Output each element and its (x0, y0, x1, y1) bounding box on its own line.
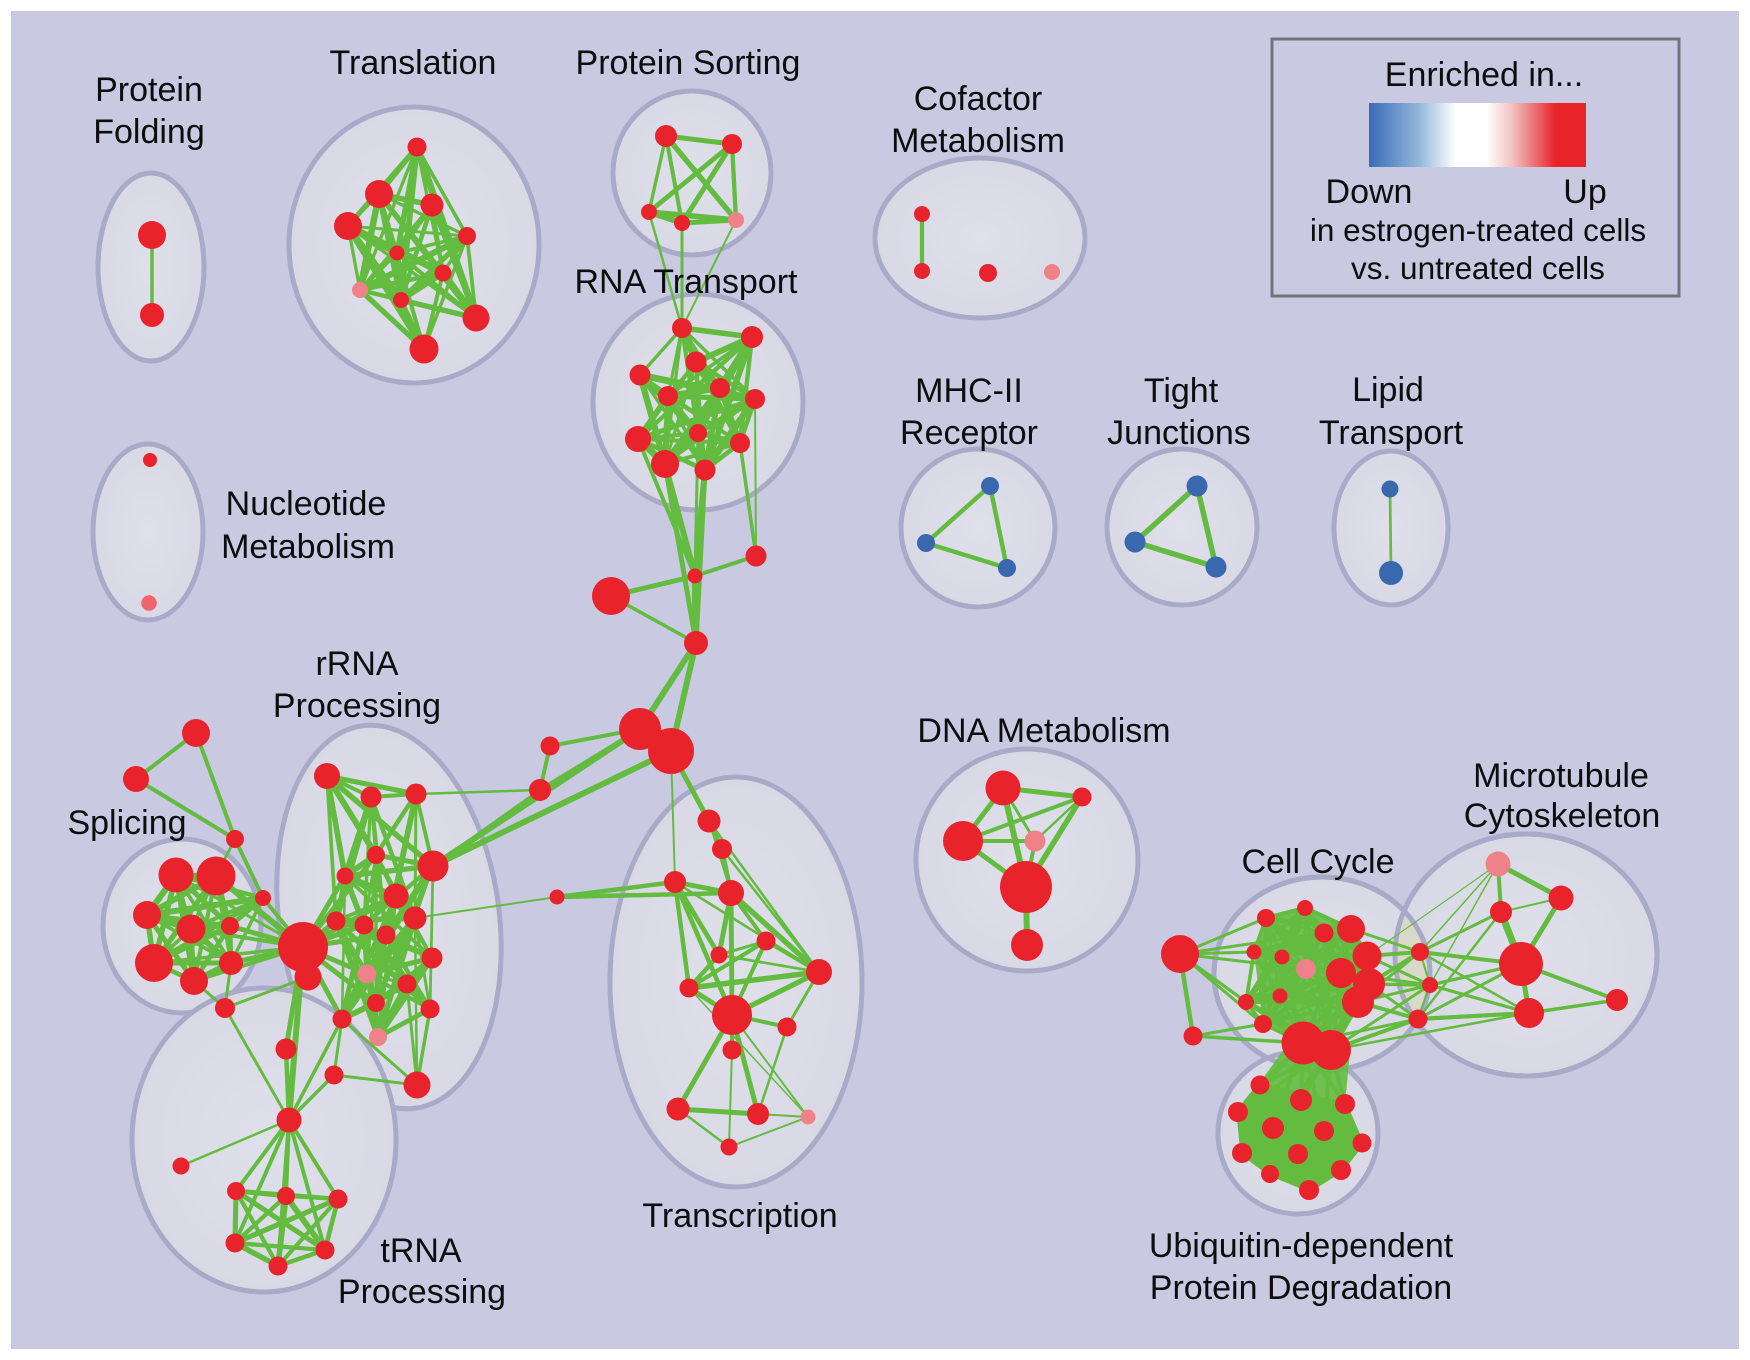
svg-text:Junctions: Junctions (1107, 414, 1251, 452)
svg-text:Cofactor: Cofactor (914, 80, 1043, 118)
svg-text:Transport: Transport (1319, 414, 1464, 452)
svg-text:Lipid: Lipid (1352, 371, 1424, 409)
svg-text:DNA Metabolism: DNA Metabolism (917, 712, 1170, 750)
svg-text:Processing: Processing (273, 687, 441, 725)
svg-text:Translation: Translation (330, 44, 497, 82)
svg-text:rRNA: rRNA (315, 645, 398, 683)
svg-text:tRNA: tRNA (380, 1232, 462, 1270)
svg-text:Metabolism: Metabolism (221, 528, 395, 566)
svg-text:in estrogen-treated cells: in estrogen-treated cells (1310, 212, 1646, 248)
svg-text:Tight: Tight (1144, 372, 1219, 410)
svg-text:Enriched in...: Enriched in... (1385, 56, 1583, 94)
svg-text:Folding: Folding (93, 113, 205, 151)
svg-text:Cell Cycle: Cell Cycle (1241, 843, 1394, 881)
svg-text:Splicing: Splicing (67, 804, 186, 842)
svg-text:Processing: Processing (338, 1273, 506, 1311)
svg-text:Nucleotide: Nucleotide (226, 485, 387, 523)
svg-text:Ubiquitin-dependent: Ubiquitin-dependent (1149, 1227, 1454, 1265)
svg-text:Receptor: Receptor (900, 414, 1038, 452)
svg-text:MHC-II: MHC-II (915, 372, 1023, 410)
svg-text:Cytoskeleton: Cytoskeleton (1464, 797, 1661, 835)
svg-text:Microtubule: Microtubule (1473, 757, 1649, 795)
svg-text:Metabolism: Metabolism (891, 122, 1065, 160)
svg-text:Down: Down (1326, 173, 1413, 211)
svg-text:RNA Transport: RNA Transport (575, 263, 799, 301)
svg-text:Protein Sorting: Protein Sorting (576, 44, 801, 82)
svg-text:vs. untreated cells: vs. untreated cells (1351, 250, 1605, 286)
svg-text:Transcription: Transcription (642, 1197, 837, 1235)
svg-text:Protein: Protein (95, 71, 203, 109)
svg-text:Up: Up (1563, 173, 1606, 211)
svg-text:Protein Degradation: Protein Degradation (1150, 1269, 1452, 1307)
